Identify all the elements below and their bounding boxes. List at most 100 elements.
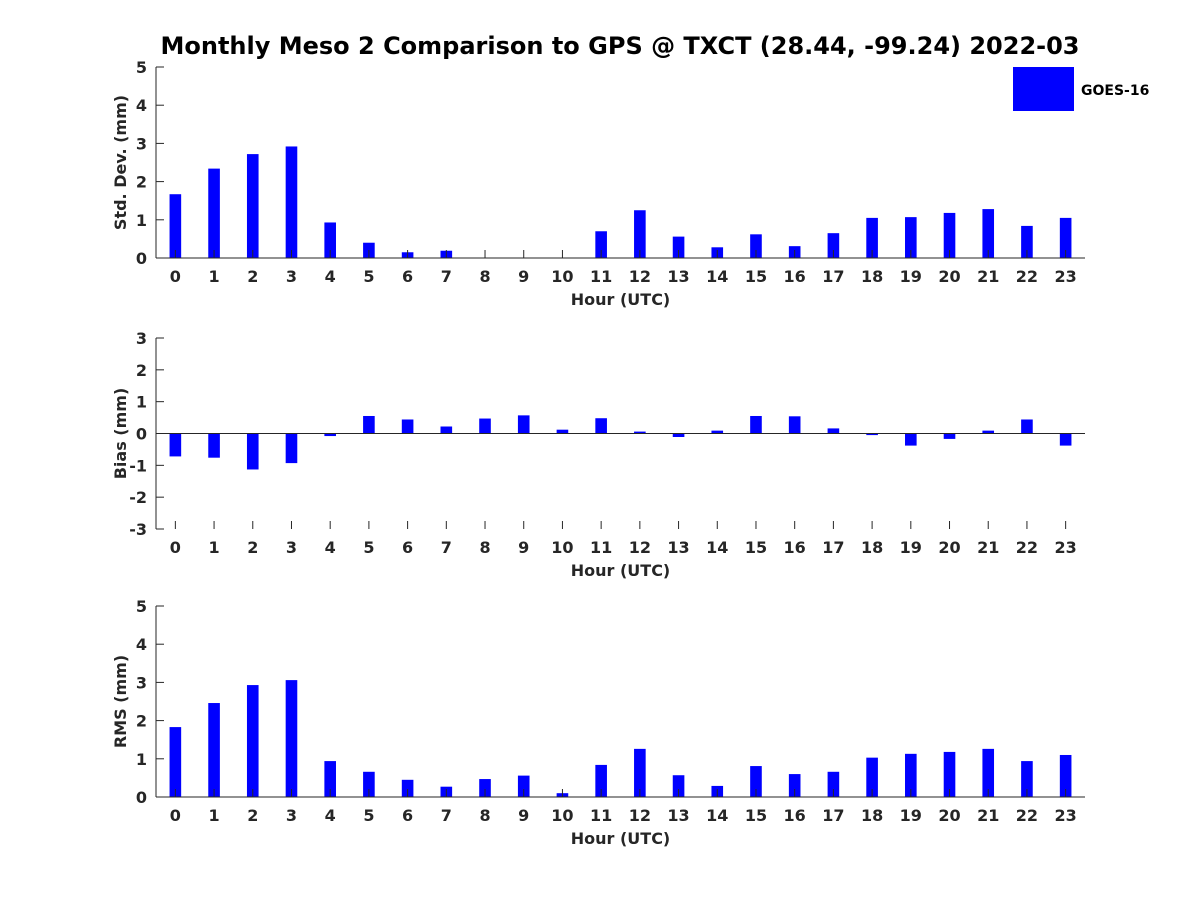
x-tick-label: 7 bbox=[441, 538, 452, 557]
bar-hour-4 bbox=[324, 433, 336, 437]
x-tick-label: 20 bbox=[938, 806, 960, 825]
legend: GOES-16 bbox=[1013, 67, 1149, 111]
bar-hour-18 bbox=[866, 757, 878, 797]
x-tick-label: 13 bbox=[667, 538, 689, 557]
x-tick-label: 8 bbox=[479, 806, 490, 825]
x-tick-label: 8 bbox=[479, 267, 490, 286]
x-tick-label: 0 bbox=[170, 538, 181, 557]
x-tick-label: 6 bbox=[402, 806, 413, 825]
bar-hour-21 bbox=[982, 209, 995, 258]
x-tick-label: 1 bbox=[208, 267, 219, 286]
y-tick-label: 5 bbox=[136, 58, 147, 77]
x-axis-label: Hour (UTC) bbox=[571, 829, 671, 848]
y-axis-label: Bias (mm) bbox=[111, 388, 130, 480]
bar-hour-11 bbox=[595, 764, 607, 797]
y-axis-label: RMS (mm) bbox=[111, 655, 130, 748]
bar-hour-22 bbox=[1021, 419, 1033, 434]
legend-label: GOES-16 bbox=[1081, 83, 1149, 99]
x-tick-label: 14 bbox=[706, 538, 728, 557]
y-tick-label: -2 bbox=[129, 488, 147, 507]
bar-hour-23 bbox=[1059, 433, 1072, 446]
bar-hour-5 bbox=[363, 415, 375, 434]
y-tick-label: 1 bbox=[136, 750, 147, 769]
x-tick-label: 16 bbox=[784, 806, 806, 825]
bar-hour-17 bbox=[827, 233, 840, 258]
bar-hour-4 bbox=[324, 761, 336, 797]
bar-hour-16 bbox=[788, 774, 801, 797]
bar-hour-20 bbox=[943, 433, 956, 439]
y-tick-label: 0 bbox=[136, 425, 147, 444]
bar-hour-19 bbox=[905, 753, 917, 797]
y-tick-label: -1 bbox=[129, 456, 147, 475]
x-tick-label: 17 bbox=[822, 538, 844, 557]
x-tick-label: 3 bbox=[286, 267, 297, 286]
y-tick-label: 0 bbox=[136, 788, 147, 807]
bar-hour-2 bbox=[246, 433, 259, 470]
y-tick-label: 3 bbox=[136, 329, 147, 348]
bar-hour-20 bbox=[943, 212, 956, 258]
bar-hour-23 bbox=[1059, 217, 1072, 258]
bar-hour-18 bbox=[866, 217, 878, 258]
x-tick-label: 5 bbox=[363, 806, 374, 825]
x-tick-label: 10 bbox=[551, 806, 573, 825]
bar-hour-16 bbox=[788, 416, 801, 434]
x-tick-label: 22 bbox=[1016, 267, 1038, 286]
x-tick-label: 9 bbox=[518, 538, 529, 557]
y-tick-label: 4 bbox=[136, 96, 147, 115]
bar-hour-3 bbox=[285, 680, 298, 797]
x-tick-label: 19 bbox=[900, 267, 922, 286]
x-tick-label: 9 bbox=[518, 806, 529, 825]
bar-hour-12 bbox=[634, 210, 646, 258]
bar-hour-7 bbox=[440, 426, 453, 434]
bar-hour-6 bbox=[401, 779, 414, 797]
bar-hour-22 bbox=[1021, 225, 1033, 258]
bar-hour-14 bbox=[711, 430, 724, 434]
x-tick-label: 2 bbox=[247, 267, 258, 286]
x-tick-label: 18 bbox=[861, 806, 883, 825]
bar-hour-9 bbox=[517, 415, 530, 434]
bar-hour-0 bbox=[169, 433, 182, 457]
bar-hour-1 bbox=[208, 433, 220, 458]
x-tick-label: 14 bbox=[706, 806, 728, 825]
bar-hour-15 bbox=[750, 766, 762, 797]
x-tick-label: 19 bbox=[900, 538, 922, 557]
x-tick-label: 4 bbox=[325, 538, 336, 557]
bar-hour-5 bbox=[363, 771, 375, 797]
y-tick-label: 5 bbox=[136, 597, 147, 616]
x-tick-label: 12 bbox=[629, 267, 651, 286]
x-tick-label: 3 bbox=[286, 806, 297, 825]
x-tick-label: 10 bbox=[551, 267, 573, 286]
y-tick-label: 2 bbox=[136, 361, 147, 380]
bar-hour-11 bbox=[595, 418, 607, 434]
x-tick-label: 11 bbox=[590, 806, 612, 825]
x-tick-label: 11 bbox=[590, 538, 612, 557]
x-tick-label: 13 bbox=[667, 267, 689, 286]
x-tick-label: 5 bbox=[363, 538, 374, 557]
bar-hour-8 bbox=[479, 779, 491, 797]
bar-hour-17 bbox=[827, 428, 840, 434]
bar-hour-0 bbox=[169, 194, 182, 258]
y-tick-label: 1 bbox=[136, 393, 147, 412]
bar-hour-10 bbox=[556, 429, 569, 434]
x-tick-label: 7 bbox=[441, 806, 452, 825]
x-tick-label: 1 bbox=[208, 538, 219, 557]
x-tick-label: 12 bbox=[629, 806, 651, 825]
bar-hour-1 bbox=[208, 703, 220, 797]
bar-hour-1 bbox=[208, 168, 220, 258]
bar-hour-12 bbox=[634, 431, 646, 434]
bar-hour-17 bbox=[827, 771, 840, 797]
y-tick-label: 1 bbox=[136, 211, 147, 230]
x-tick-label: 16 bbox=[784, 538, 806, 557]
y-tick-label: 0 bbox=[136, 249, 147, 268]
chart-title: Monthly Meso 2 Comparison to GPS @ TXCT … bbox=[160, 32, 1079, 60]
bar-hour-23 bbox=[1059, 754, 1072, 797]
x-tick-label: 21 bbox=[977, 538, 999, 557]
bar-hour-19 bbox=[905, 433, 917, 446]
bar-hour-6 bbox=[401, 419, 414, 434]
x-tick-label: 3 bbox=[286, 538, 297, 557]
x-tick-label: 0 bbox=[170, 267, 181, 286]
bar-hour-21 bbox=[982, 748, 995, 797]
